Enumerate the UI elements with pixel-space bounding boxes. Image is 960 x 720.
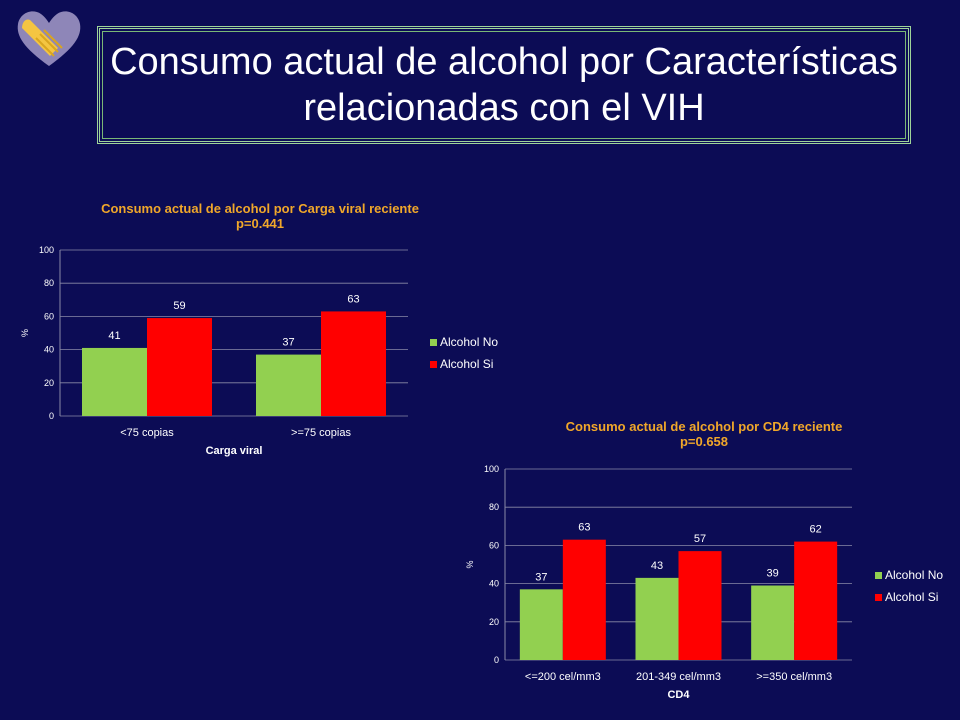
data-label: 57 [694,533,706,545]
legend-entry: Alcohol Si [885,590,938,604]
y-tick-label: 40 [44,345,54,355]
y-tick-label: 20 [489,617,499,627]
bar-alcohol-si [147,318,212,416]
slide-title-box: Consumo actual de alcohol por Caracterís… [97,26,911,144]
bar-alcohol-no [82,347,147,416]
bar-alcohol-no [751,585,795,660]
chart-cd4: Consumo actual de alcohol por CD4 recien… [465,419,943,701]
x-axis-title: Carga viral [206,445,263,457]
x-axis-title: CD4 [667,689,690,701]
y-tick-label: 20 [44,378,54,388]
y-tick-label: 60 [489,540,499,550]
data-label: 63 [578,522,590,534]
y-tick-label: 100 [484,464,499,474]
legend-swatch [430,361,437,368]
data-label: 62 [810,524,822,536]
y-axis-title: % [20,329,30,337]
y-tick-label: 0 [49,411,54,421]
x-tick-label: <75 copias [120,427,174,439]
x-tick-label: >=350 cel/mm3 [756,671,832,683]
legend-entry: Alcohol No [885,568,943,582]
chart-subtitle: p=0.658 [680,434,728,449]
data-label: 37 [535,571,547,583]
data-label: 43 [651,560,663,572]
chart-subtitle: p=0.441 [236,216,284,231]
y-tick-label: 60 [44,311,54,321]
y-tick-label: 100 [39,245,54,255]
chart-carga-viral: Consumo actual de alcohol por Carga vira… [20,201,498,457]
data-label: 63 [347,293,359,305]
bar-alcohol-no [519,589,563,660]
data-label: 39 [767,568,779,580]
chart-title: Consumo actual de alcohol por Carga vira… [101,201,419,216]
y-tick-label: 80 [489,502,499,512]
y-axis-title: % [465,560,475,568]
y-tick-label: 40 [489,579,499,589]
legend-swatch [430,339,437,346]
data-label: 41 [108,330,120,342]
x-tick-label: 201-349 cel/mm3 [636,671,721,683]
data-label: 37 [282,337,294,349]
bar-alcohol-no [635,577,679,660]
x-tick-label: <=200 cel/mm3 [525,671,601,683]
data-label: 59 [173,300,185,312]
y-tick-label: 0 [494,655,499,665]
chart-title: Consumo actual de alcohol por CD4 recien… [566,419,843,434]
handshake-heart-icon [17,11,81,66]
bar-alcohol-si [678,551,722,660]
legend-swatch [875,594,882,601]
slide-title: Consumo actual de alcohol por Caracterís… [110,41,898,129]
bar-alcohol-si [321,311,386,416]
x-tick-label: >=75 copias [291,427,351,439]
bar-alcohol-si [794,541,838,660]
legend-entry: Alcohol Si [440,357,493,371]
legend-entry: Alcohol No [440,335,498,349]
y-tick-label: 80 [44,278,54,288]
bar-alcohol-no [256,354,321,416]
bar-alcohol-si [562,539,606,660]
legend-swatch [875,572,882,579]
